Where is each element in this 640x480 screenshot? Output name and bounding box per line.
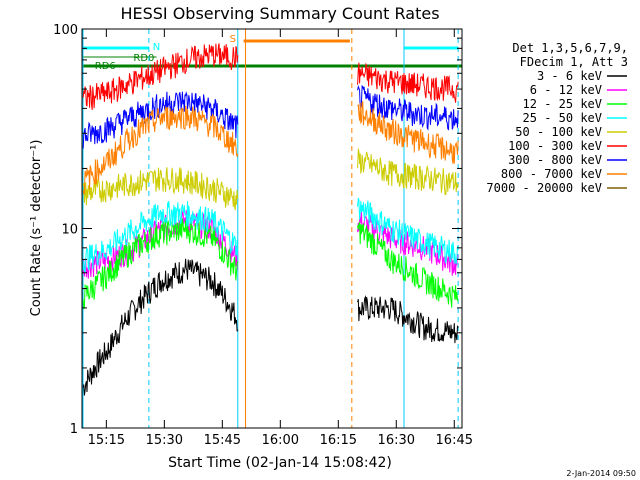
night-label: N xyxy=(153,42,160,53)
legend-label-8: 7000 - 20000 keV xyxy=(486,181,602,195)
rd0-label: RD0 xyxy=(133,53,154,64)
series-5 xyxy=(82,43,459,110)
series-line-3-0 xyxy=(82,200,239,274)
series-line-0-1 xyxy=(357,295,459,344)
legend-label-3: 25 - 50 keV xyxy=(523,111,602,125)
series-line-1-1 xyxy=(357,211,459,276)
series-line-2-1 xyxy=(357,220,459,308)
series-6 xyxy=(82,84,459,149)
x-tick-label-0: 15:15 xyxy=(88,433,125,448)
legend-header-line-2: FDecim 1, Att 3 xyxy=(520,55,628,69)
legend-label-1: 6 - 12 keV xyxy=(530,83,602,97)
series-4 xyxy=(82,148,459,211)
x-tick-label-1: 15:30 xyxy=(146,433,183,448)
legend-label-7: 800 - 7000 keV xyxy=(501,167,602,181)
series-line-5-0 xyxy=(82,43,239,110)
legend-label-5: 100 - 300 keV xyxy=(508,139,602,153)
legend-label-4: 50 - 100 keV xyxy=(515,125,602,139)
series-line-5-1 xyxy=(357,62,459,103)
x-axis-label: Start Time (02-Jan-14 15:08:42) xyxy=(168,455,392,471)
series-7 xyxy=(82,100,459,196)
x-tick-label-6: 16:45 xyxy=(436,433,473,448)
legend: Det 1,3,5,6,7,9, FDecim 1, Att 3 3 - 6 k… xyxy=(486,41,628,195)
saa-label: S xyxy=(230,34,236,45)
y-tick-label-1: 10 xyxy=(61,223,78,238)
series-line-6-0 xyxy=(82,90,239,149)
plot-frame: 15:15 15:30 15:45 16:00 16:15 16:30 16:45 1 10 10… xyxy=(53,23,473,448)
rd6-label: RD6 xyxy=(95,61,116,72)
series-line-7-1 xyxy=(357,100,459,164)
date-stamp: 2-Jan-2014 09:50 xyxy=(566,469,636,478)
series-line-4-1 xyxy=(357,148,459,196)
x-tick-label-2: 15:45 xyxy=(204,433,241,448)
series-line-2-0 xyxy=(82,218,239,310)
series-2 xyxy=(82,218,459,310)
series-line-6-1 xyxy=(357,84,459,131)
x-tick-label-5: 16:30 xyxy=(378,433,415,448)
legend-header-line-1: Det 1,3,5,6,7,9, xyxy=(512,41,628,55)
series-line-4-0 xyxy=(82,167,239,211)
series-line-3-1 xyxy=(357,197,459,265)
x-tick-label-3: 16:00 xyxy=(262,433,299,448)
y-tick-label-2: 100 xyxy=(53,23,78,38)
series-0 xyxy=(82,258,459,396)
y-tick-label-0: 1 xyxy=(70,422,78,437)
chart-title: HESSI Observing Summary Count Rates xyxy=(120,4,439,23)
legend-label-6: 300 - 800 keV xyxy=(508,153,602,167)
y-axis-label: Count Rate (s⁻¹ detector⁻¹) xyxy=(29,140,44,317)
series-3 xyxy=(82,197,459,274)
series-line-0-0 xyxy=(82,258,239,396)
legend-label-0: 3 - 6 keV xyxy=(537,69,602,83)
legend-label-2: 12 - 25 keV xyxy=(523,97,602,111)
series-line-7-0 xyxy=(82,105,239,196)
x-tick-label-4: 16:15 xyxy=(320,433,357,448)
